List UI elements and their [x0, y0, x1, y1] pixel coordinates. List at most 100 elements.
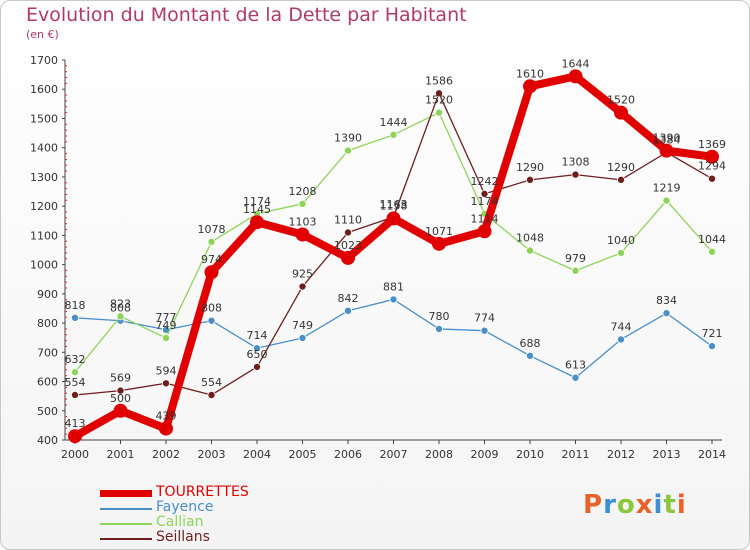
data-label-callian: 1390 [334, 132, 362, 145]
data-point-callian [71, 368, 80, 377]
data-label-seillans: 1384 [653, 133, 681, 146]
legend-item-tourrettes: TOURRETTES [100, 484, 320, 502]
legend-label: Callian [156, 514, 204, 530]
data-point-fayence [298, 333, 307, 342]
x-tick-label: 2012 [607, 448, 635, 461]
legend-swatch [100, 490, 152, 497]
data-label-tourrettes: 413 [65, 417, 86, 430]
data-label-callian: 1219 [653, 182, 681, 195]
data-label-callian: 1078 [198, 223, 226, 236]
chart-title: Evolution du Montant de la Dette par Hab… [26, 4, 467, 26]
data-point-seillans [434, 89, 443, 98]
data-label-tourrettes: 439 [156, 410, 177, 423]
data-label-callian: 1208 [289, 185, 317, 198]
data-label-seillans: 1308 [562, 156, 590, 169]
data-label-fayence: 780 [429, 310, 450, 323]
data-label-callian: 632 [65, 353, 86, 366]
data-label-seillans: 1294 [698, 160, 726, 173]
data-label-seillans: 1110 [334, 213, 362, 226]
data-label-fayence: 749 [292, 319, 313, 332]
legend-swatch [100, 538, 152, 540]
data-label-callian: 1174 [471, 195, 499, 208]
x-tick-label: 2001 [107, 448, 135, 461]
data-point-tourrettes [659, 143, 674, 158]
data-label-seillans: 594 [156, 364, 177, 377]
data-label-seillans: 925 [292, 268, 313, 281]
data-point-fayence [389, 295, 398, 304]
legend-item-fayence: Fayence [100, 499, 320, 517]
data-point-tourrettes [341, 250, 355, 265]
data-label-tourrettes: 1114 [471, 212, 499, 225]
data-point-fayence [708, 342, 717, 351]
x-tick-label: 2002 [152, 448, 180, 461]
data-label-fayence: 721 [702, 327, 723, 340]
data-label-callian: 749 [156, 319, 177, 332]
y-tick-label: 1600 [30, 83, 58, 96]
data-label-fayence: 613 [565, 359, 586, 372]
y-tick-label: 1100 [30, 229, 58, 242]
logo-letter: i [676, 490, 687, 520]
data-label-tourrettes: 1071 [425, 225, 453, 238]
data-point-fayence [571, 373, 580, 382]
data-point-seillans [252, 362, 261, 371]
legend-label: TOURRETTES [156, 484, 249, 500]
y-tick-label: 1400 [30, 142, 58, 155]
data-point-tourrettes [68, 429, 82, 444]
data-point-seillans [161, 379, 170, 388]
data-label-callian: 1174 [243, 195, 271, 208]
data-label-fayence: 744 [611, 320, 632, 333]
x-tick-label: 2009 [471, 448, 499, 461]
series-line-tourrettes [71, 72, 716, 441]
data-point-tourrettes [477, 224, 492, 239]
logo-letter: t [663, 490, 677, 520]
data-point-tourrettes [432, 236, 446, 251]
data-point-fayence [343, 306, 352, 315]
data-label-callian: 1044 [698, 233, 726, 246]
data-label-fayence: 842 [338, 292, 359, 305]
x-tick-label: 2003 [198, 448, 226, 461]
legend-label: Fayence [156, 499, 214, 515]
legend-swatch [100, 508, 152, 510]
data-label-tourrettes: 1369 [698, 138, 726, 151]
data-point-tourrettes [250, 215, 264, 230]
x-tick-label: 2004 [243, 448, 271, 461]
data-point-seillans [526, 175, 535, 184]
data-point-callian [116, 312, 125, 321]
data-label-callian: 823 [110, 297, 131, 310]
data-label-seillans: 1290 [607, 161, 635, 174]
logo-letter: P [583, 490, 604, 520]
data-label-callian: 1520 [425, 94, 453, 107]
x-tick-label: 2007 [380, 448, 408, 461]
y-tick-label: 1000 [30, 259, 58, 272]
data-point-tourrettes [159, 421, 173, 436]
y-tick-label: 700 [37, 346, 58, 359]
data-label-fayence: 808 [110, 302, 131, 315]
data-point-tourrettes [705, 149, 719, 164]
legend-item-seillans: Seillans [100, 529, 320, 547]
y-tick-label: 500 [37, 405, 58, 418]
data-label-tourrettes: 974 [201, 253, 222, 266]
data-point-seillans [480, 189, 489, 198]
data-point-callian [298, 199, 307, 208]
data-point-tourrettes [295, 227, 310, 242]
data-label-tourrettes: 1158 [380, 199, 408, 212]
x-tick-label: 2005 [289, 448, 317, 461]
logo-letter: i [653, 490, 664, 520]
data-point-tourrettes [386, 211, 401, 226]
data-point-seillans [617, 175, 626, 184]
data-label-tourrettes: 1023 [334, 239, 362, 252]
data-label-callian: 1444 [380, 116, 408, 129]
data-label-tourrettes: 500 [110, 392, 131, 405]
data-label-fayence: 808 [201, 302, 222, 315]
x-tick-label: 2008 [425, 448, 453, 461]
data-label-fayence: 818 [65, 299, 86, 312]
data-point-tourrettes [614, 105, 628, 120]
data-label-fayence: 714 [247, 329, 268, 342]
data-point-tourrettes [568, 69, 583, 84]
data-label-tourrettes: 1610 [516, 67, 544, 80]
logo-letter: x [635, 490, 654, 520]
data-point-fayence [662, 309, 671, 318]
data-point-fayence [434, 324, 443, 333]
